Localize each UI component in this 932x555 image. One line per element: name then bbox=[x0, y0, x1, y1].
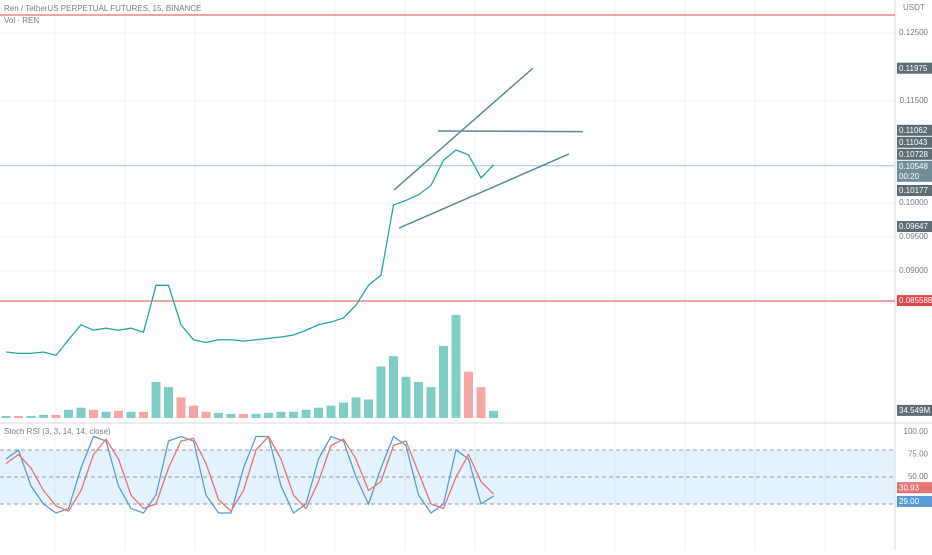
y-tick-label: 0.12500 bbox=[899, 28, 928, 37]
volume-bar bbox=[176, 397, 186, 418]
trend-line bbox=[398, 153, 570, 229]
volume-bar bbox=[489, 410, 498, 418]
volume-bar bbox=[1, 415, 11, 418]
y-tick-label: 0.09500 bbox=[899, 232, 928, 241]
volume-bar bbox=[364, 399, 373, 418]
volume-bar bbox=[426, 387, 436, 418]
price-tag-label: 0.10177 bbox=[899, 186, 928, 195]
volume-bar bbox=[301, 409, 311, 418]
grid bbox=[0, 0, 895, 550]
chart-title: Ren / TetherUS PERPETUAL FUTURES, 15, BI… bbox=[4, 4, 201, 13]
value-tag-label: 30.93 bbox=[899, 483, 920, 492]
y-tick-label: 50.00 bbox=[908, 472, 929, 481]
price-tag-label: 0.10728 bbox=[899, 150, 928, 159]
volume-bar bbox=[376, 366, 386, 418]
volume-bar bbox=[64, 409, 73, 418]
volume-bar bbox=[314, 407, 323, 418]
countdown: 00:20 bbox=[899, 172, 920, 181]
volume-bar bbox=[89, 409, 98, 418]
volume-bar bbox=[339, 402, 348, 418]
price-tag-label: 0.11975 bbox=[899, 64, 928, 73]
volume-bar bbox=[251, 413, 261, 418]
volume-bar bbox=[464, 371, 473, 418]
trend-line bbox=[393, 67, 534, 191]
volume-bar bbox=[126, 411, 136, 418]
price-tag bbox=[897, 221, 932, 233]
series-line bbox=[5, 435, 494, 513]
volume-bar bbox=[164, 387, 173, 418]
y-tick-label: 0.09000 bbox=[899, 266, 928, 275]
value-tag-label: 29.00 bbox=[899, 497, 920, 506]
plot: 0.12500 0.11500 0.10000 0.09500 0.09000 34.54… bbox=[0, 14, 932, 515]
volume-bar bbox=[14, 415, 23, 418]
price-tag-label: 0.09647 bbox=[899, 222, 928, 231]
price-tag bbox=[897, 136, 932, 148]
unit-label: USDT bbox=[903, 3, 925, 12]
volume-bar bbox=[201, 411, 211, 418]
volume-bar bbox=[101, 411, 111, 418]
volume-bar bbox=[451, 315, 461, 418]
volume-bar bbox=[414, 381, 423, 418]
volume-bar bbox=[139, 411, 148, 418]
value-tag bbox=[897, 495, 932, 507]
series-line bbox=[5, 435, 494, 515]
y-tick-label: 75.00 bbox=[908, 450, 929, 459]
volume-bar bbox=[326, 405, 336, 418]
price-tag bbox=[897, 62, 932, 74]
volume-bar bbox=[289, 411, 298, 418]
volume-bar bbox=[276, 411, 286, 418]
price-tag-label: 0.085588 bbox=[899, 296, 932, 305]
y-tick-label: 0.10000 bbox=[899, 198, 928, 207]
volume-bar bbox=[389, 356, 398, 418]
volume-bar bbox=[151, 381, 161, 418]
volume-bar bbox=[239, 413, 248, 418]
price-tag bbox=[897, 295, 932, 307]
volume-bar bbox=[214, 412, 223, 418]
volume-bar bbox=[114, 410, 123, 418]
volume-bar bbox=[39, 414, 48, 418]
price-tag bbox=[897, 184, 932, 196]
trend-line bbox=[437, 130, 584, 133]
y-tick-label: 0.11500 bbox=[900, 96, 929, 105]
volume-bar bbox=[351, 397, 361, 418]
value-tag bbox=[897, 482, 932, 494]
volume-bar bbox=[439, 345, 448, 418]
volume-bar bbox=[226, 413, 236, 418]
price-tag bbox=[897, 160, 932, 182]
volume-bar bbox=[51, 414, 61, 418]
price-tag bbox=[897, 124, 932, 136]
volume-bar bbox=[401, 376, 411, 418]
volume-bar bbox=[26, 415, 36, 418]
volume-bar bbox=[189, 405, 198, 418]
price-tag-label: 0.11043 bbox=[899, 138, 928, 147]
price-tag-label: 0.11062 bbox=[899, 126, 928, 135]
volume-legend: Vol · REN bbox=[4, 16, 39, 25]
volume-bar bbox=[264, 412, 273, 418]
price-tag-label: 0.10548 bbox=[899, 162, 928, 171]
volume-bar bbox=[76, 407, 86, 418]
series-line bbox=[5, 149, 494, 357]
stoch-title: Stoch RSI (3, 3, 14, 14, close) bbox=[4, 427, 111, 436]
price-tag bbox=[897, 148, 932, 160]
volume-tag bbox=[897, 404, 932, 416]
volume-bar bbox=[476, 387, 486, 418]
volume-tag-label: 34.549M bbox=[899, 406, 930, 415]
y-tick-label: 100.00 bbox=[904, 427, 929, 436]
